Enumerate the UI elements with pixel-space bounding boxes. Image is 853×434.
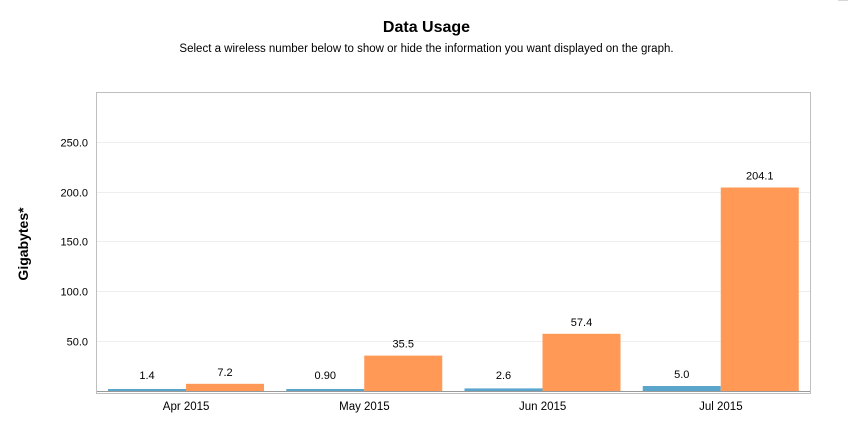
data-label: 35.5 [393, 339, 414, 351]
data-label: 204.1 [746, 171, 774, 183]
chart-title: Data Usage [382, 19, 471, 36]
y-tick-label: 200.0 [60, 188, 88, 200]
x-tick-label: May 2015 [339, 401, 390, 413]
x-tick-label: Jun 2015 [519, 401, 566, 413]
data-label: 2.6 [496, 370, 511, 382]
bar-series-2[interactable] [186, 383, 264, 391]
bar-series-1[interactable] [464, 388, 543, 391]
corner-divider [838, 0, 848, 4]
bar-series-1[interactable] [286, 389, 365, 391]
y-tick-label: 250.0 [60, 138, 88, 150]
bar-series-2[interactable] [364, 355, 443, 391]
bar-series-2[interactable] [720, 187, 799, 391]
data-label: 7.2 [217, 367, 232, 379]
data-label: 5.0 [674, 369, 689, 381]
y-tick-label: 100.0 [60, 287, 88, 299]
bar-series-2[interactable] [542, 333, 621, 391]
data-label: 0.90 [315, 370, 336, 382]
data-label: 1.4 [139, 370, 154, 382]
plot-frame [96, 92, 811, 394]
y-tick-label: 50.0 [67, 337, 88, 349]
x-tick-label: Jul 2015 [699, 401, 742, 413]
x-tick-label: Apr 2015 [163, 401, 210, 413]
chart-subtitle: Select a wireless number below to show o… [179, 43, 674, 55]
data-label: 57.4 [571, 317, 592, 329]
y-tick-label: 150.0 [60, 237, 88, 249]
bar-series-1[interactable] [642, 386, 721, 391]
bar-series-1[interactable] [108, 389, 186, 391]
